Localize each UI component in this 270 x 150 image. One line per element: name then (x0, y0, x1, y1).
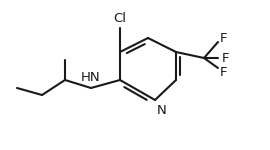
Text: F: F (220, 66, 228, 78)
Text: Cl: Cl (113, 12, 127, 25)
Text: F: F (220, 32, 228, 45)
Text: HN: HN (81, 71, 101, 84)
Text: F: F (222, 51, 230, 64)
Text: N: N (157, 104, 167, 117)
